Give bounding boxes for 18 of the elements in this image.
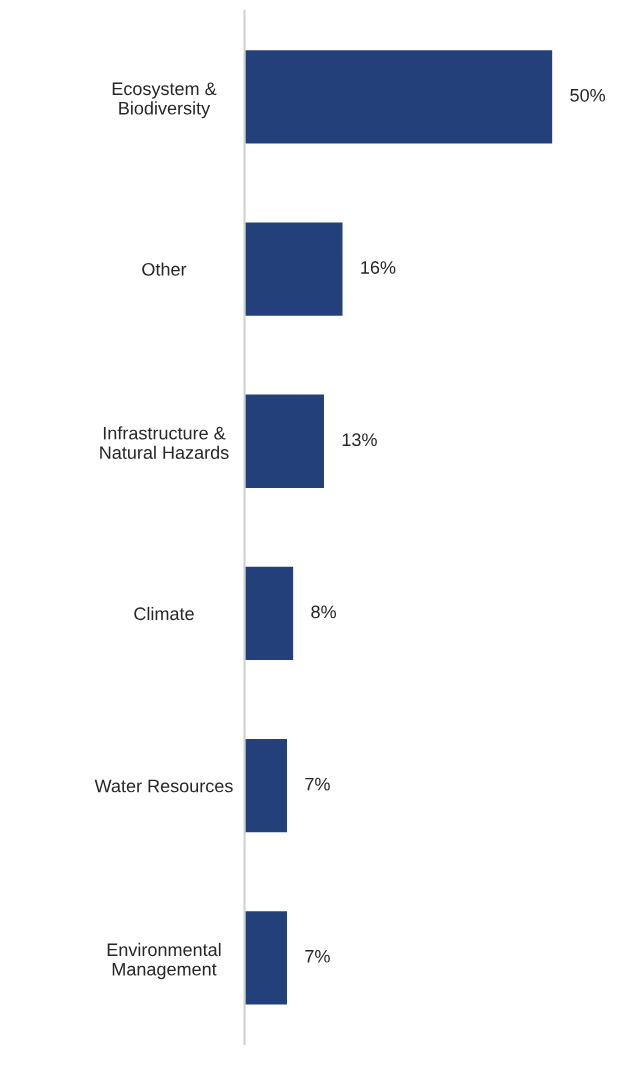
- bar: [244, 565, 295, 662]
- bar: [244, 220, 344, 318]
- data-label: 8%: [311, 605, 336, 619]
- y-tick-label: Other: [142, 262, 187, 276]
- bar: [244, 393, 326, 490]
- bar: [244, 737, 289, 834]
- y-tick-label: Ecosystem & Biodiversity: [112, 82, 217, 119]
- bar: [244, 909, 289, 1006]
- y-tick-label: Environmental Management: [107, 942, 221, 980]
- y-tick-label: Infrastructure & Natural Hazards: [100, 426, 229, 459]
- data-label: 7%: [305, 949, 330, 963]
- data-label: 50%: [570, 88, 606, 102]
- y-tick-label: Water Resources: [94, 779, 233, 793]
- data-label: 16%: [361, 261, 396, 274]
- y-tick-label: Climate: [134, 606, 194, 621]
- data-label: 13%: [342, 433, 377, 447]
- data-label: 7%: [305, 777, 330, 791]
- bar: [244, 48, 554, 145]
